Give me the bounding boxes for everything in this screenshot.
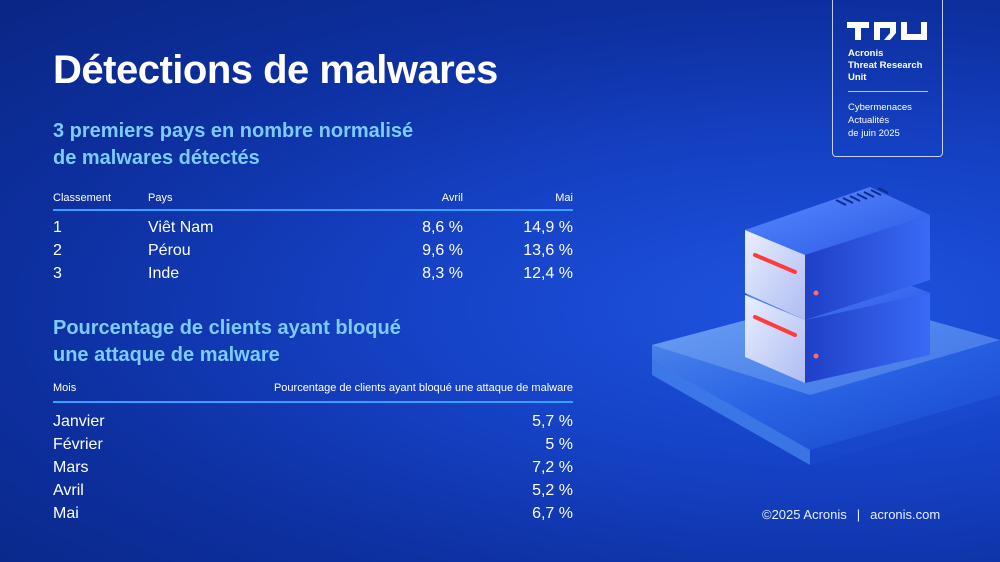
badge-issue-line: de juin 2025 [848, 128, 900, 139]
month-cell: Mars [53, 459, 89, 476]
website-link[interactable]: acronis.com [870, 507, 941, 522]
section1-title-line: 3 premiers pays en nombre normalisé [53, 120, 414, 142]
april-cell: 8,3 % [422, 265, 463, 282]
badge-org-line: Threat Research [848, 60, 923, 71]
section1-title: 3 premiers pays en nombre normalisé de m… [53, 118, 413, 172]
month-cell: Janvier [53, 413, 105, 430]
server-upper [745, 187, 930, 320]
copyright-text: ©2025 Acronis [762, 507, 847, 522]
april-cell: 8,6 % [422, 219, 463, 236]
table-row: 2 Pérou 9,6 % 13,6 % [53, 239, 573, 262]
acronis-tru-logo-icon [847, 22, 927, 40]
header-country: Pays [148, 192, 383, 211]
section2-title: Pourcentage de clients ayant bloqué une … [53, 315, 401, 369]
header-april: Avril [383, 192, 463, 211]
footer: ©2025 Acronis | acronis.com [762, 507, 940, 522]
badge-org-line: Unit [848, 72, 867, 83]
rank-cell: 1 [53, 219, 62, 236]
table-row: Janvier 5,7 % [53, 402, 573, 433]
month-cell: Avril [53, 482, 84, 499]
tru-badge: Acronis Threat Research Unit Cybermenace… [832, 0, 943, 157]
rank-cell: 3 [53, 265, 62, 282]
country-cell: Pérou [148, 242, 191, 259]
percentage-cell: 7,2 % [532, 459, 573, 476]
badge-issue-line: Actualités [848, 115, 890, 126]
badge-issue: Cybermenaces Actualités de juin 2025 [848, 101, 912, 140]
header-month: Mois [53, 380, 243, 403]
section2-title-line: Pourcentage de clients ayant bloqué [53, 317, 401, 339]
section1-title-line: de malwares détectés [53, 147, 260, 169]
table-header-row: Classement Pays Avril Mai [53, 192, 573, 211]
countries-table: Classement Pays Avril Mai 1 Viêt Nam 8,6… [53, 192, 573, 285]
may-cell: 14,9 % [523, 219, 573, 236]
may-cell: 12,4 % [523, 265, 573, 282]
country-cell: Viêt Nam [148, 219, 214, 236]
table-row: Mars 7,2 % [53, 456, 573, 479]
badge-org-line: Acronis [848, 48, 884, 59]
country-cell: Inde [148, 265, 180, 282]
percentage-cell: 5,7 % [532, 413, 573, 430]
month-cell: Mai [53, 505, 79, 522]
table-row: Avril 5,2 % [53, 479, 573, 502]
header-rank: Classement [53, 192, 148, 211]
table-row: 3 Inde 8,3 % 12,4 % [53, 262, 573, 285]
table-row: Mai 6,7 % [53, 502, 573, 525]
percentage-cell: 6,7 % [532, 505, 573, 522]
server-stack-illustration-icon [652, 187, 1000, 465]
page-title: Détections de malwares [53, 48, 498, 92]
table-row: Février 5 % [53, 433, 573, 456]
month-cell: Février [53, 436, 103, 453]
header-percentage: Pourcentage de clients ayant bloqué une … [243, 380, 573, 403]
may-cell: 13,6 % [523, 242, 573, 259]
percentage-cell: 5 % [545, 436, 573, 453]
footer-separator: | [856, 507, 861, 522]
table-header-row: Mois Pourcentage de clients ayant bloqué… [53, 380, 573, 403]
badge-issue-line: Cybermenaces [848, 102, 912, 113]
percentage-cell: 5,2 % [532, 482, 573, 499]
table-row: 1 Viêt Nam 8,6 % 14,9 % [53, 210, 573, 239]
rank-cell: 2 [53, 242, 62, 259]
badge-org: Acronis Threat Research Unit [848, 48, 922, 84]
header-may: Mai [463, 192, 573, 211]
section2-title-line: une attaque de malware [53, 344, 280, 366]
clients-table: Mois Pourcentage de clients ayant bloqué… [53, 380, 573, 525]
badge-divider [848, 91, 928, 92]
april-cell: 9,6 % [422, 242, 463, 259]
